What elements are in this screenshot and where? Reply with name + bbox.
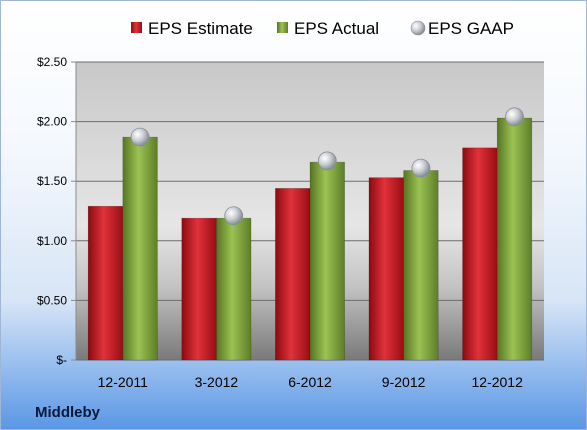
legend-swatch <box>131 22 142 33</box>
y-tick-label: $2.00 <box>37 115 67 129</box>
estimate-bar <box>275 188 311 361</box>
gaap-marker <box>411 158 431 178</box>
y-tick-label: $1.00 <box>37 234 67 248</box>
gaap-marker <box>224 206 244 226</box>
gaap-marker <box>130 127 150 147</box>
actual-bar <box>122 136 158 361</box>
actual-bar <box>496 117 533 361</box>
x-tick-label: 12-2012 <box>472 374 524 390</box>
actual-bar <box>216 217 252 361</box>
estimate-bar <box>181 217 217 361</box>
x-tick-label: 9-2012 <box>382 374 426 390</box>
estimate-bar <box>368 177 404 361</box>
gaap-markers <box>130 107 524 226</box>
estimate-bar <box>87 205 124 361</box>
company-label: Middleby <box>35 404 101 421</box>
gaap-marker <box>505 107 524 127</box>
y-tick-label: $0.50 <box>37 293 67 307</box>
actual-bar <box>403 170 439 361</box>
legend: EPS Estimate EPS Actual EPS GAAP <box>131 19 514 38</box>
legend-swatch <box>277 22 288 33</box>
legend-actual: EPS Actual <box>277 19 379 38</box>
y-tick-label: $1.50 <box>37 174 67 188</box>
legend-label: EPS Estimate <box>148 19 253 38</box>
x-tick-label: 3-2012 <box>195 374 239 390</box>
legend-estimate: EPS Estimate <box>131 19 253 38</box>
bars <box>87 117 533 361</box>
estimate-bar <box>462 147 498 361</box>
gaap-marker <box>317 151 337 171</box>
legend-swatch <box>410 20 426 36</box>
axes: $- $0.50 $1.00 $1.50 $2.00 $2.50 12-2011 3-2012… <box>37 55 523 390</box>
legend-gaap: EPS GAAP <box>410 19 514 38</box>
actual-bar <box>309 161 345 361</box>
legend-label: EPS Actual <box>294 19 379 38</box>
legend-label: EPS GAAP <box>428 19 514 38</box>
x-tick-label: 6-2012 <box>288 374 332 390</box>
y-tick-label: $2.50 <box>37 55 67 69</box>
y-tick-label: $- <box>56 353 67 367</box>
x-tick-label: 12-2011 <box>98 374 149 390</box>
